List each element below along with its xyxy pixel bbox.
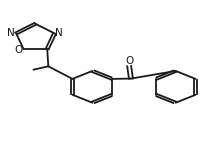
Text: N: N: [8, 28, 15, 38]
Text: N: N: [56, 28, 63, 38]
Text: O: O: [15, 45, 23, 55]
Text: O: O: [125, 56, 133, 66]
